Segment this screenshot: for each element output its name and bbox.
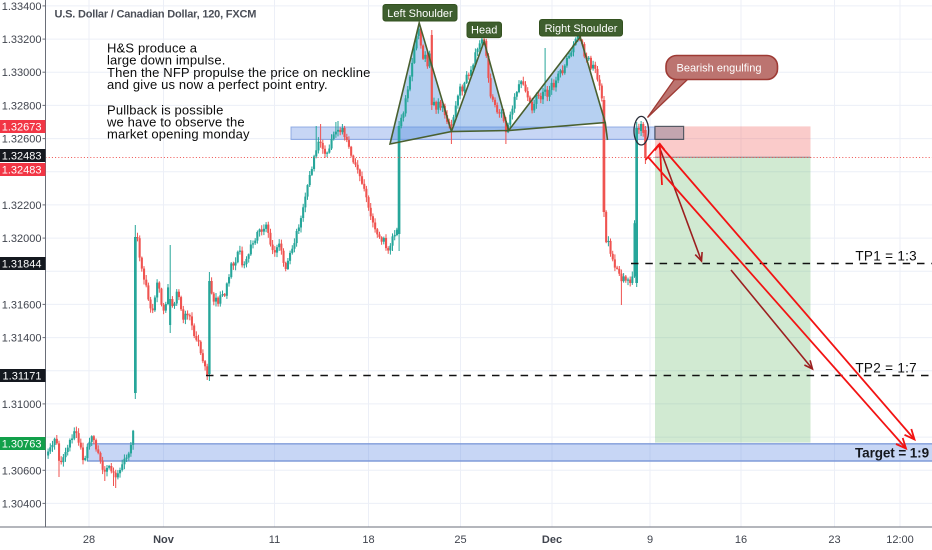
svg-text:23: 23	[828, 534, 840, 546]
svg-text:1.30400: 1.30400	[2, 498, 42, 510]
svg-text:9: 9	[647, 534, 653, 546]
svg-text:1.33000: 1.33000	[2, 67, 42, 79]
svg-text:we have to observe the: we have to observe the	[106, 115, 245, 130]
svg-text:large down impulse.: large down impulse.	[107, 53, 225, 68]
svg-text:market opening monday: market opening monday	[107, 126, 250, 141]
svg-text:Target = 1:9: Target = 1:9	[855, 446, 929, 461]
svg-text:U.S. Dollar / Canadian Dollar,: U.S. Dollar / Canadian Dollar, 120, FXCM	[55, 9, 257, 21]
svg-text:1.33400: 1.33400	[2, 1, 42, 13]
svg-text:18: 18	[362, 534, 374, 546]
svg-text:1.32600: 1.32600	[2, 134, 42, 146]
svg-text:1.31600: 1.31600	[2, 299, 42, 311]
svg-text:1.32673: 1.32673	[2, 122, 42, 134]
svg-text:Bearish engulfing: Bearish engulfing	[676, 63, 761, 75]
svg-text:H&S produce a: H&S produce a	[107, 41, 198, 56]
svg-text:1.32800: 1.32800	[2, 100, 42, 112]
svg-text:1.30600: 1.30600	[2, 465, 42, 477]
svg-text:Nov: Nov	[153, 534, 175, 546]
svg-text:1.32000: 1.32000	[2, 233, 42, 245]
svg-text:1.30763: 1.30763	[2, 439, 42, 451]
svg-text:1.31400: 1.31400	[2, 333, 42, 345]
svg-text:Dec: Dec	[542, 534, 562, 546]
svg-text:Right Shoulder: Right Shoulder	[545, 23, 618, 35]
svg-text:Head: Head	[471, 24, 497, 36]
svg-text:1.31000: 1.31000	[2, 399, 42, 411]
svg-text:1.32483: 1.32483	[2, 151, 42, 163]
svg-text:1.32200: 1.32200	[2, 200, 42, 212]
svg-text:28: 28	[83, 534, 95, 546]
svg-text:12:00: 12:00	[886, 534, 914, 546]
svg-text:and give us now a perfect poin: and give us now a perfect point entry.	[107, 77, 328, 92]
svg-text:TP2 = 1:7: TP2 = 1:7	[855, 361, 917, 376]
svg-text:1.33200: 1.33200	[2, 34, 42, 46]
svg-text:Then the NFP propulse the pric: Then the NFP propulse the price on neckl…	[107, 65, 370, 80]
svg-text:1.31844: 1.31844	[2, 259, 42, 271]
svg-text:25: 25	[454, 534, 466, 546]
svg-text:TP1 = 1:3: TP1 = 1:3	[855, 249, 917, 264]
svg-text:1.31171: 1.31171	[3, 371, 42, 383]
svg-text:Pullback is possible: Pullback is possible	[107, 103, 223, 118]
svg-text:11: 11	[269, 534, 280, 546]
svg-text:16: 16	[735, 534, 747, 546]
svg-text:Left Shoulder: Left Shoulder	[387, 8, 453, 20]
svg-text:1.32483: 1.32483	[2, 165, 42, 177]
